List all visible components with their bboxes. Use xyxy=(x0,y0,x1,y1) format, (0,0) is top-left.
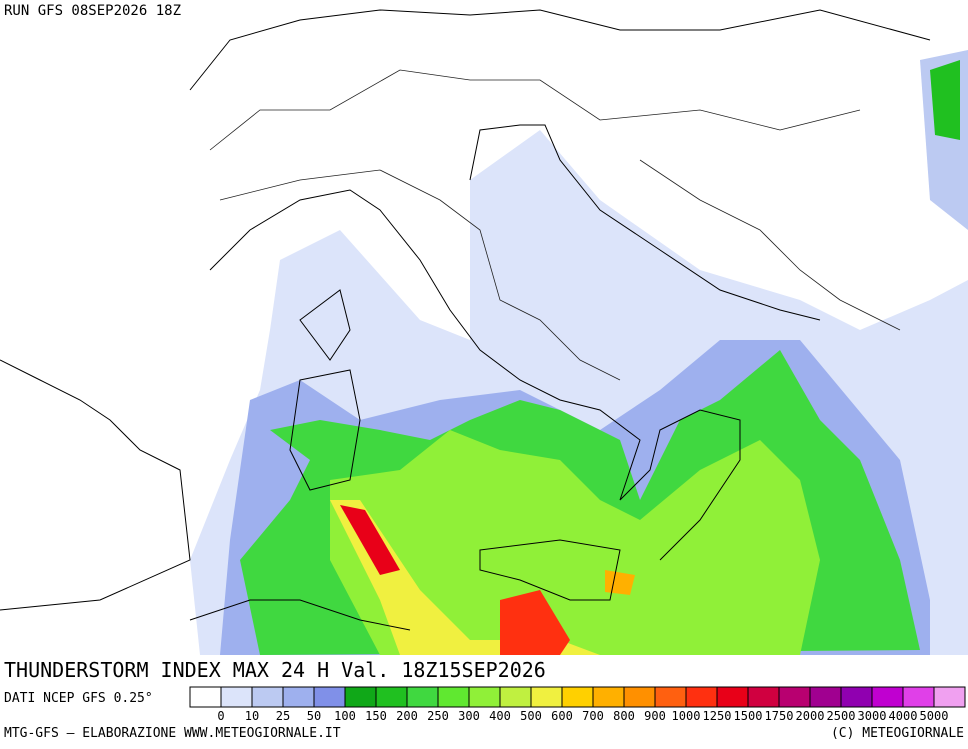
legend-swatch xyxy=(282,686,315,708)
legend-swatch xyxy=(685,686,718,708)
legend-label: 2500 xyxy=(827,709,856,723)
legend-swatch xyxy=(561,686,594,708)
legend-swatch xyxy=(251,686,284,708)
legend-swatch xyxy=(747,686,780,708)
legend-label: 250 xyxy=(427,709,449,723)
legend-label: 10 xyxy=(245,709,259,723)
legend-label: 50 xyxy=(307,709,321,723)
title-bg xyxy=(0,655,572,684)
legend-swatch xyxy=(406,686,439,708)
legend-swatch xyxy=(437,686,470,708)
legend-label: 700 xyxy=(582,709,604,723)
legend-label: 1000 xyxy=(672,709,701,723)
legend-swatch xyxy=(530,686,563,708)
legend-label: 300 xyxy=(458,709,480,723)
legend-swatch xyxy=(902,686,935,708)
legend-label: 1750 xyxy=(765,709,794,723)
legend-swatch xyxy=(592,686,625,708)
footer-left: MTG-GFS — ELABORAZIONE WWW.METEOGIORNALE… xyxy=(4,726,341,741)
legend-swatch xyxy=(189,686,222,708)
field-hot xyxy=(330,500,635,655)
legend: 0 10 25 50 100 150 200 250 300 400 500 600 700 800 900… xyxy=(189,686,966,723)
legend-swatch xyxy=(933,686,966,708)
run-label: RUN GFS 08SEP2026 18Z xyxy=(4,3,181,19)
legend-swatch xyxy=(468,686,501,708)
map-title: THUNDERSTORM INDEX MAX 24 H Val. 18Z15SE… xyxy=(4,658,546,682)
borders xyxy=(209,69,901,381)
legend-swatch xyxy=(871,686,904,708)
legend-label: 4000 xyxy=(889,709,918,723)
legend-label: 200 xyxy=(396,709,418,723)
source-label: DATI NCEP GFS 0.25° xyxy=(4,691,153,706)
legend-swatch xyxy=(344,686,377,708)
legend-swatch xyxy=(809,686,842,708)
legend-label: 3000 xyxy=(858,709,887,723)
legend-label: 150 xyxy=(365,709,387,723)
legend-swatch xyxy=(375,686,408,708)
legend-label: 2000 xyxy=(796,709,825,723)
coastlines xyxy=(0,9,931,631)
legend-swatch xyxy=(716,686,749,708)
legend-label: 900 xyxy=(644,709,666,723)
legend-swatch xyxy=(220,686,253,708)
legend-label: 400 xyxy=(489,709,511,723)
legend-swatch xyxy=(654,686,687,708)
legend-swatch xyxy=(623,686,656,708)
legend-label: 500 xyxy=(520,709,542,723)
legend-label: 1250 xyxy=(703,709,732,723)
legend-label: 5000 xyxy=(920,709,949,723)
legend-label: 1500 xyxy=(734,709,763,723)
legend-label: 25 xyxy=(276,709,290,723)
footer-right: (C) METEOGIORNALE xyxy=(831,726,964,741)
legend-swatch xyxy=(840,686,873,708)
legend-swatch xyxy=(499,686,532,708)
legend-swatch xyxy=(778,686,811,708)
legend-label: 800 xyxy=(613,709,635,723)
legend-label: 100 xyxy=(334,709,356,723)
legend-swatch xyxy=(313,686,346,708)
legend-label: 0 xyxy=(217,709,224,723)
legend-label: 600 xyxy=(551,709,573,723)
